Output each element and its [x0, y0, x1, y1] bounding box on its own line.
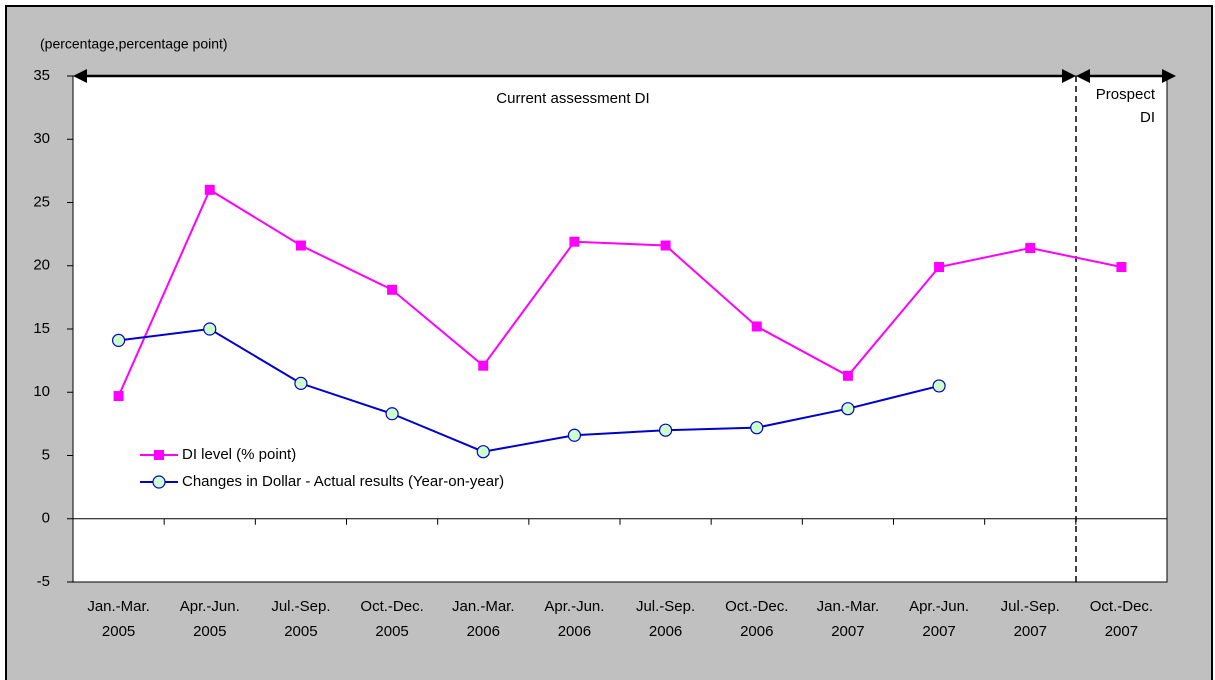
marker: [113, 391, 124, 402]
series-line: [117, 188, 1122, 397]
y-tick-label: 10: [33, 383, 50, 400]
x-tick-label: 2007: [922, 623, 955, 640]
x-tick-label: 2006: [740, 623, 773, 640]
marker: [478, 360, 489, 371]
marker: [658, 423, 673, 437]
y-tick-label: 35: [33, 67, 50, 84]
x-tick-label: 2005: [375, 623, 408, 640]
x-tick-label: Apr.-Jun.: [180, 598, 240, 615]
marker: [934, 262, 945, 273]
y-tick-label: 20: [33, 257, 50, 274]
y-tick-label: 30: [33, 130, 50, 147]
marker: [203, 322, 217, 336]
marker: [385, 407, 399, 421]
marker: [841, 402, 855, 416]
marker: [154, 450, 164, 460]
x-tick-label: 2005: [193, 623, 226, 640]
x-tick-label: Jan.-Mar.: [452, 598, 515, 615]
y-tick-label: -5: [37, 573, 50, 590]
plot-area: [72, 75, 1168, 583]
marker: [294, 376, 308, 390]
x-tick-label: 2007: [1014, 623, 1047, 640]
marker: [567, 428, 582, 442]
range-arrows: [73, 69, 1176, 83]
legend-label: DI level (% point): [182, 446, 296, 463]
x-tick-label: 2006: [467, 623, 500, 640]
x-tick-label: Jan.-Mar.: [817, 598, 880, 615]
annotation: Prospect: [1096, 86, 1156, 103]
marker: [660, 240, 671, 251]
annotation: Current assessment DI: [496, 90, 649, 107]
x-tick-label: Jul.-Sep.: [636, 598, 695, 615]
marker: [204, 184, 215, 195]
x-tick-label: Jul.-Sep.: [1001, 598, 1060, 615]
marker: [569, 236, 580, 247]
y-tick-label: 0: [42, 510, 50, 527]
y-tick-label: 25: [33, 193, 50, 210]
marker: [111, 333, 126, 347]
y-tick-label: 15: [33, 320, 50, 337]
x-tick-label: Apr.-Jun.: [544, 598, 604, 615]
legend-label: Changes in Dollar - Actual results (Year…: [182, 473, 504, 490]
marker: [842, 370, 853, 381]
marker: [476, 445, 490, 459]
x-tick-label: 2007: [831, 623, 864, 640]
x-tick-label: Oct.-Dec.: [725, 598, 788, 615]
x-tick-label: 2006: [649, 623, 682, 640]
marker: [1116, 262, 1127, 273]
x-tick-label: 2005: [284, 623, 317, 640]
x-tick-label: 2006: [558, 623, 591, 640]
series-line: [118, 327, 940, 453]
annotation: DI: [1140, 109, 1155, 126]
x-tick-label: Oct.-Dec.: [1090, 598, 1153, 615]
x-tick-label: Jan.-Mar.: [87, 598, 150, 615]
x-tick-label: 2007: [1105, 623, 1138, 640]
marker: [750, 421, 764, 435]
marker: [387, 284, 398, 295]
marker: [1025, 243, 1036, 254]
x-tick-label: Oct.-Dec.: [360, 598, 423, 615]
marker: [152, 475, 166, 489]
marker: [932, 379, 946, 393]
y-tick-label: 5: [42, 446, 50, 463]
marker: [751, 321, 762, 332]
x-tick-label: Apr.-Jun.: [909, 598, 969, 615]
y-axis-label: (percentage,percentage point): [40, 36, 228, 52]
x-tick-label: 2005: [102, 623, 135, 640]
x-tick-label: Jul.-Sep.: [271, 598, 330, 615]
marker: [295, 240, 306, 251]
